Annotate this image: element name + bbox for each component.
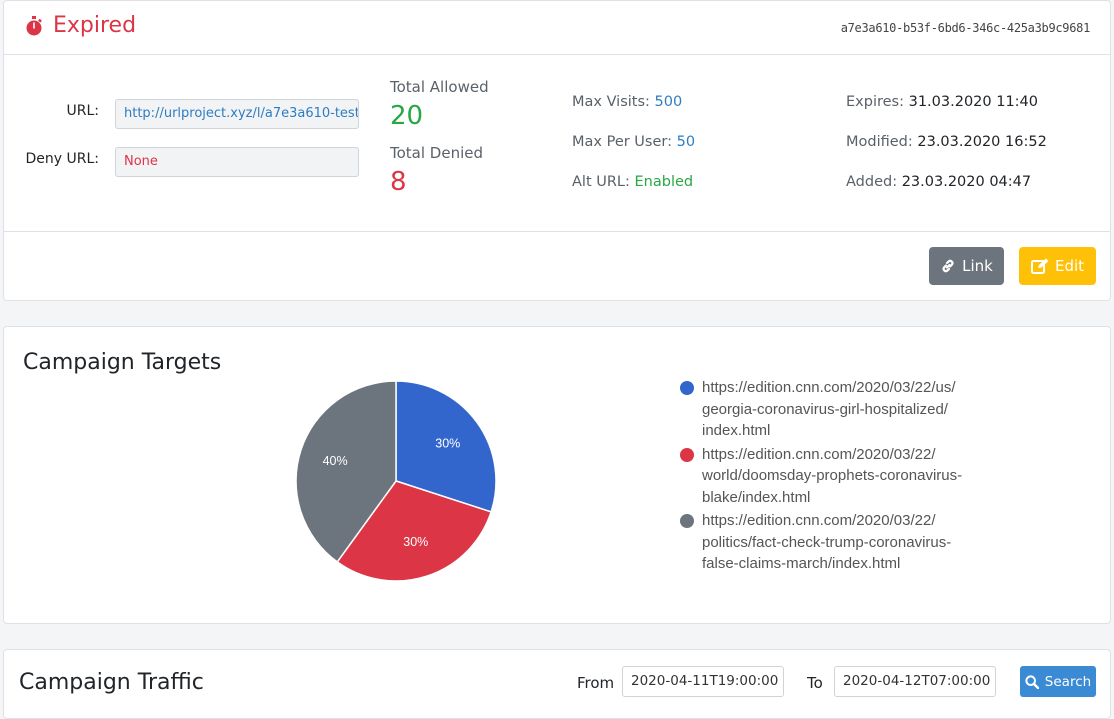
max-visits-value: 500 <box>654 94 683 110</box>
link-status-card: Expired a7e3a610-b53f-6bd6-346c-425a3b9c… <box>3 0 1111 301</box>
stopwatch-icon <box>26 15 42 35</box>
link-button[interactable]: Link <box>929 247 1004 285</box>
legend-text: https://edition.cnn.com/2020/03/22/us/ <box>702 379 956 396</box>
total-allowed-label: Total Allowed <box>390 78 489 96</box>
from-label: From <box>577 674 615 692</box>
search-button-label: Search <box>1044 673 1092 690</box>
expires-value: 31.03.2020 11:40 <box>908 94 1039 110</box>
card-header: Expired a7e3a610-b53f-6bd6-346c-425a3b9c… <box>4 1 1110 55</box>
expires: Expires: 31.03.2020 11:40 <box>846 94 1038 110</box>
targets-pie-chart: 30% 30% 40% <box>295 380 497 582</box>
legend-text: world/doomsday-prophets-coronavirus- <box>702 467 963 484</box>
legend-text: false-claims-march/index.html <box>702 555 901 572</box>
modified: Modified: 23.03.2020 16:52 <box>846 134 1047 150</box>
modified-label: Modified: <box>846 134 913 150</box>
pie-slice-2 <box>336 480 493 582</box>
max-visits-label: Max Visits: <box>572 94 650 110</box>
status-title: Expired <box>25 13 136 38</box>
campaign-traffic-card: Campaign Traffic From 2020-04-11T19:00:0… <box>3 649 1111 719</box>
total-denied-value: 8 <box>390 167 407 197</box>
deny-url-field[interactable]: None <box>115 147 359 177</box>
pie-slice-label-2: 30% <box>403 535 428 549</box>
card-footer-divider <box>4 231 1110 232</box>
legend-text: index.html <box>702 422 771 439</box>
to-label: To <box>807 674 823 692</box>
url-field[interactable]: http://urlproject.xyz/l/a7e3a610-teste <box>115 99 359 129</box>
max-per-user: Max Per User: 50 <box>572 134 695 150</box>
max-visits: Max Visits: 500 <box>572 94 682 110</box>
added-value: 23.03.2020 04:47 <box>901 174 1032 190</box>
legend-item[interactable]: https://edition.cnn.com/2020/03/22/us/ge… <box>680 377 1000 442</box>
link-button-label: Link <box>962 257 993 275</box>
pie-slice-label-1: 30% <box>435 436 460 450</box>
edit-button-label: Edit <box>1054 257 1085 275</box>
status-text: Expired <box>53 13 137 38</box>
to-date-input[interactable]: 2020-04-12T07:00:00 <box>834 666 996 697</box>
legend-text: https://edition.cnn.com/2020/03/22/ <box>702 512 936 529</box>
legend-item[interactable]: https://edition.cnn.com/2020/03/22/world… <box>680 444 1000 509</box>
legend-text: https://edition.cnn.com/2020/03/22/ <box>702 445 936 463</box>
max-per-user-value: 50 <box>676 134 696 150</box>
search-icon <box>1025 674 1039 689</box>
added-label: Added: <box>846 174 898 190</box>
legend-text: politics/fact-check-trump-coronavirus- <box>702 533 952 551</box>
pie-legend: https://edition.cnn.com/2020/03/22/us/ge… <box>680 377 1000 577</box>
link-id: a7e3a610-b53f-6bd6-346c-425a3b9c9681 <box>840 21 1091 35</box>
legend-item[interactable]: https://edition.cnn.com/2020/03/22/polit… <box>680 510 1000 575</box>
alt-url-label: Alt URL: <box>572 174 630 190</box>
search-button[interactable]: Search <box>1020 666 1096 697</box>
campaign-targets-title: Campaign Targets <box>23 350 222 375</box>
campaign-targets-card: Campaign Targets 30% 30% 40% https://editi… <box>3 326 1111 624</box>
total-denied-label: Total Denied <box>390 144 484 162</box>
edit-button[interactable]: Edit <box>1019 247 1096 285</box>
pie-slice-label-3: 40% <box>323 454 348 468</box>
legend-text: georgia-coronavirus-girl-hospitalized/ <box>702 400 948 418</box>
url-label: URL: <box>66 103 100 119</box>
expires-label: Expires: <box>846 94 904 110</box>
from-date-input[interactable]: 2020-04-11T19:00:00 <box>622 666 784 697</box>
deny-url-label: Deny URL: <box>25 151 100 167</box>
alt-url: Alt URL: Enabled <box>572 174 693 190</box>
added: Added: 23.03.2020 04:47 <box>846 174 1031 190</box>
modified-value: 23.03.2020 16:52 <box>917 134 1047 150</box>
pie-slice-1 <box>395 380 497 513</box>
max-per-user-label: Max Per User: <box>572 134 672 150</box>
link-icon <box>942 259 954 273</box>
legend-color-dot <box>680 514 694 528</box>
pie-slice-3 <box>295 380 397 563</box>
legend-text: blake/index.html <box>702 488 811 506</box>
legend-color-dot <box>680 447 694 462</box>
edit-icon <box>1030 258 1049 274</box>
legend-color-dot <box>680 381 694 395</box>
campaign-traffic-title: Campaign Traffic <box>19 670 204 695</box>
alt-url-value: Enabled <box>634 174 694 190</box>
total-allowed-value: 20 <box>390 101 424 131</box>
